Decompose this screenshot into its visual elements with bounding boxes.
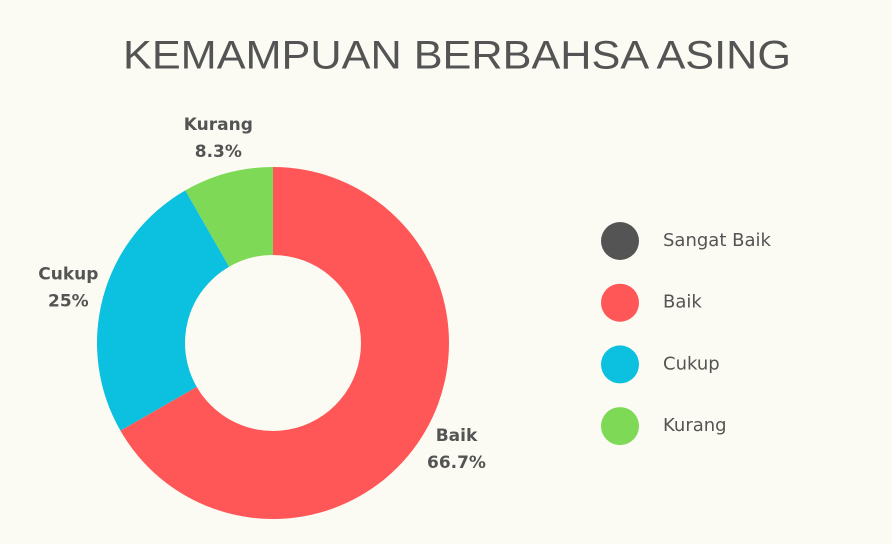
legend-label: Sangat Baik — [663, 230, 771, 251]
legend-marker — [601, 222, 639, 260]
donut-slice — [185, 167, 273, 267]
slice-category-label: Kurang — [184, 115, 253, 135]
chart-title: KEMAMPUAN BERBAHSA ASING — [123, 34, 791, 78]
legend-label: Cukup — [663, 353, 720, 374]
slice-value-label: 25% — [48, 292, 89, 312]
slice-value-label: 66.7% — [427, 453, 486, 473]
donut-slice — [120, 167, 450, 519]
slice-category-label: Cukup — [38, 265, 98, 285]
legend-label: Kurang — [663, 415, 727, 436]
legend-marker — [601, 407, 639, 446]
slice-value-label: 8.3% — [195, 142, 242, 162]
legend-label: Baik — [663, 292, 702, 313]
legend-marker — [601, 283, 639, 322]
slice-category-label: Baik — [436, 426, 478, 446]
legend-marker — [601, 345, 639, 384]
donut-slice — [97, 190, 230, 431]
